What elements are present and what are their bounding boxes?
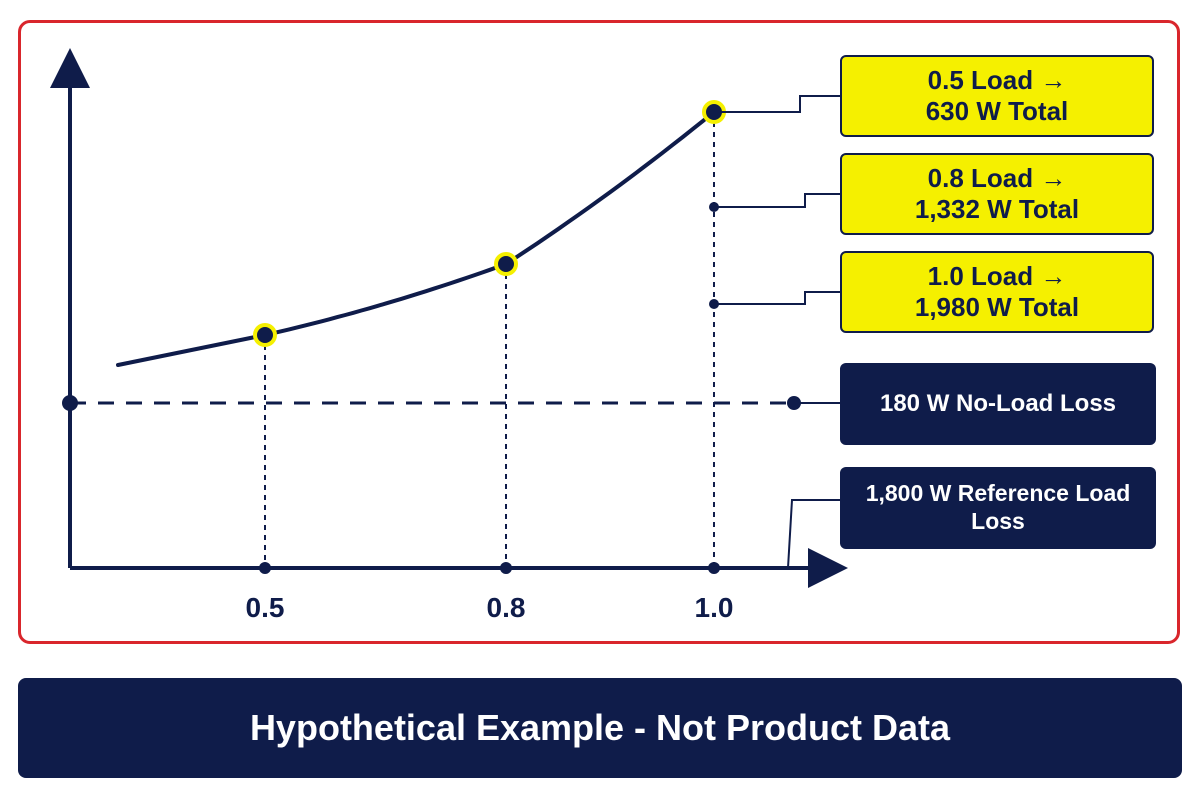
total-loss-curve (116, 110, 716, 367)
data-point-1 (494, 252, 518, 276)
x-tick-label-1: 0.8 (487, 592, 526, 623)
x-tick-dot-1 (500, 562, 512, 574)
x-tick-dot-0 (259, 562, 271, 574)
connector-callout-1-0 (714, 291, 840, 305)
x-tick-label-2: 1.0 (695, 592, 734, 623)
callout-0-5-load: 0.5 Load → 630 W Total (840, 55, 1154, 137)
disclaimer-text: Hypothetical Example - Not Product Data (249, 707, 951, 748)
connector-callout-0-5 (714, 95, 840, 113)
connector-callout-0-8 (714, 193, 840, 208)
reference-line-start-point (62, 395, 78, 411)
callout-1-0-load-line1: 1.0 Load → (927, 260, 1067, 291)
reference-load-loss-text: 1,800 W Reference Load Loss (865, 480, 1131, 534)
no-load-loss-label: 180 W No-Load Loss (840, 363, 1156, 445)
callout-0-5-load-line1: 0.5 Load → (927, 64, 1067, 95)
callout-1-0-load: 1.0 Load → 1,980 W Total (840, 251, 1154, 333)
disclaimer-banner: Hypothetical Example - Not Product Data (18, 678, 1182, 778)
callout-0-5-load-line2: 630 W Total (925, 96, 1069, 126)
callout-0-8-load-line2: 1,332 W Total (914, 194, 1080, 224)
callout-0-8-load: 0.8 Load → 1,332 W Total (840, 153, 1154, 235)
x-tick-label-0: 0.5 (246, 592, 285, 623)
callout-0-8-load-line1: 0.8 Load → (927, 162, 1067, 193)
data-point-0 (253, 323, 277, 347)
callout-1-0-load-line2: 1,980 W Total (914, 292, 1080, 322)
x-tick-dot-2 (708, 562, 720, 574)
reference-load-loss-label: 1,800 W Reference Load Loss (840, 467, 1156, 549)
connector-reference-load (787, 499, 840, 569)
no-load-loss-text: 180 W No-Load Loss (879, 389, 1117, 417)
